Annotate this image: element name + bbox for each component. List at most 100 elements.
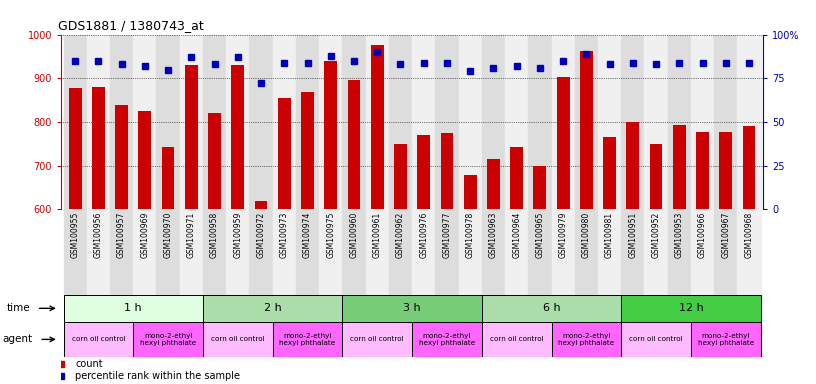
Bar: [691, 35, 714, 209]
Bar: [226, 35, 250, 209]
Bar: [580, 51, 592, 209]
Bar: [203, 209, 226, 295]
Bar: [691, 322, 761, 357]
Bar: [278, 98, 290, 209]
Bar: [273, 209, 296, 295]
Text: GSM100971: GSM100971: [187, 212, 196, 258]
Bar: [273, 35, 296, 209]
Bar: [203, 295, 343, 322]
Bar: [435, 35, 459, 209]
Bar: [738, 209, 761, 295]
Bar: [691, 209, 714, 295]
Text: time: time: [7, 303, 30, 313]
Bar: [598, 209, 621, 295]
Bar: [603, 137, 616, 209]
Bar: [226, 209, 250, 295]
Bar: [157, 35, 180, 209]
Bar: [435, 209, 459, 295]
Text: GSM100969: GSM100969: [140, 212, 149, 258]
Text: GSM100977: GSM100977: [442, 212, 451, 258]
Bar: [720, 132, 732, 209]
Bar: [319, 35, 343, 209]
Text: mono-2-ethyl
hexyl phthalate: mono-2-ethyl hexyl phthalate: [558, 333, 614, 346]
Bar: [621, 35, 645, 209]
Bar: [343, 322, 412, 357]
Bar: [64, 322, 133, 357]
Bar: [621, 295, 761, 322]
Text: GSM100953: GSM100953: [675, 212, 684, 258]
Bar: [296, 209, 319, 295]
Bar: [481, 209, 505, 295]
Text: count: count: [75, 359, 103, 369]
Text: GSM100981: GSM100981: [605, 212, 614, 258]
Bar: [92, 87, 104, 209]
Bar: [557, 77, 570, 209]
Text: GSM100957: GSM100957: [118, 212, 126, 258]
Bar: [69, 88, 82, 209]
Text: mono-2-ethyl
hexyl phthalate: mono-2-ethyl hexyl phthalate: [419, 333, 475, 346]
Bar: [133, 35, 157, 209]
Text: GDS1881 / 1380743_at: GDS1881 / 1380743_at: [58, 19, 203, 32]
Text: GSM100975: GSM100975: [326, 212, 335, 258]
Bar: [366, 209, 389, 295]
Bar: [343, 209, 366, 295]
Bar: [574, 35, 598, 209]
Bar: [208, 113, 221, 209]
Bar: [505, 35, 528, 209]
Bar: [441, 133, 454, 209]
Text: mono-2-ethyl
hexyl phthalate: mono-2-ethyl hexyl phthalate: [698, 333, 754, 346]
Bar: [412, 322, 481, 357]
Bar: [232, 65, 244, 209]
Text: GSM100980: GSM100980: [582, 212, 591, 258]
Bar: [296, 35, 319, 209]
Text: corn oil control: corn oil control: [629, 336, 683, 343]
Bar: [110, 35, 133, 209]
Bar: [157, 209, 180, 295]
Bar: [667, 35, 691, 209]
Bar: [370, 45, 384, 209]
Bar: [139, 111, 151, 209]
Bar: [667, 209, 691, 295]
Bar: [412, 209, 435, 295]
Text: mono-2-ethyl
hexyl phthalate: mono-2-ethyl hexyl phthalate: [279, 333, 335, 346]
Bar: [64, 35, 86, 209]
Bar: [394, 144, 407, 209]
Text: GSM100960: GSM100960: [349, 212, 358, 258]
Bar: [481, 295, 621, 322]
Bar: [627, 122, 639, 209]
Bar: [319, 209, 343, 295]
Text: GSM100978: GSM100978: [466, 212, 475, 258]
Bar: [621, 209, 645, 295]
Bar: [696, 132, 709, 209]
Text: corn oil control: corn oil control: [490, 336, 543, 343]
Bar: [463, 175, 477, 209]
Bar: [133, 322, 203, 357]
Text: GSM100959: GSM100959: [233, 212, 242, 258]
Text: corn oil control: corn oil control: [72, 336, 125, 343]
Bar: [459, 35, 481, 209]
Bar: [714, 35, 738, 209]
Text: GSM100976: GSM100976: [419, 212, 428, 258]
Bar: [574, 209, 598, 295]
Text: GSM100979: GSM100979: [559, 212, 568, 258]
Bar: [250, 35, 273, 209]
Bar: [528, 35, 552, 209]
Text: agent: agent: [2, 334, 33, 344]
Text: GSM100974: GSM100974: [303, 212, 312, 258]
Bar: [487, 159, 499, 209]
Bar: [481, 322, 552, 357]
Bar: [255, 200, 268, 209]
Bar: [459, 209, 481, 295]
Text: 12 h: 12 h: [679, 303, 703, 313]
Bar: [598, 35, 621, 209]
Text: corn oil control: corn oil control: [211, 336, 264, 343]
Bar: [645, 209, 667, 295]
Bar: [673, 125, 685, 209]
Bar: [162, 147, 175, 209]
Text: GSM100951: GSM100951: [628, 212, 637, 258]
Text: GSM100963: GSM100963: [489, 212, 498, 258]
Bar: [64, 209, 86, 295]
Bar: [481, 35, 505, 209]
Text: 1 h: 1 h: [124, 303, 142, 313]
Bar: [86, 35, 110, 209]
